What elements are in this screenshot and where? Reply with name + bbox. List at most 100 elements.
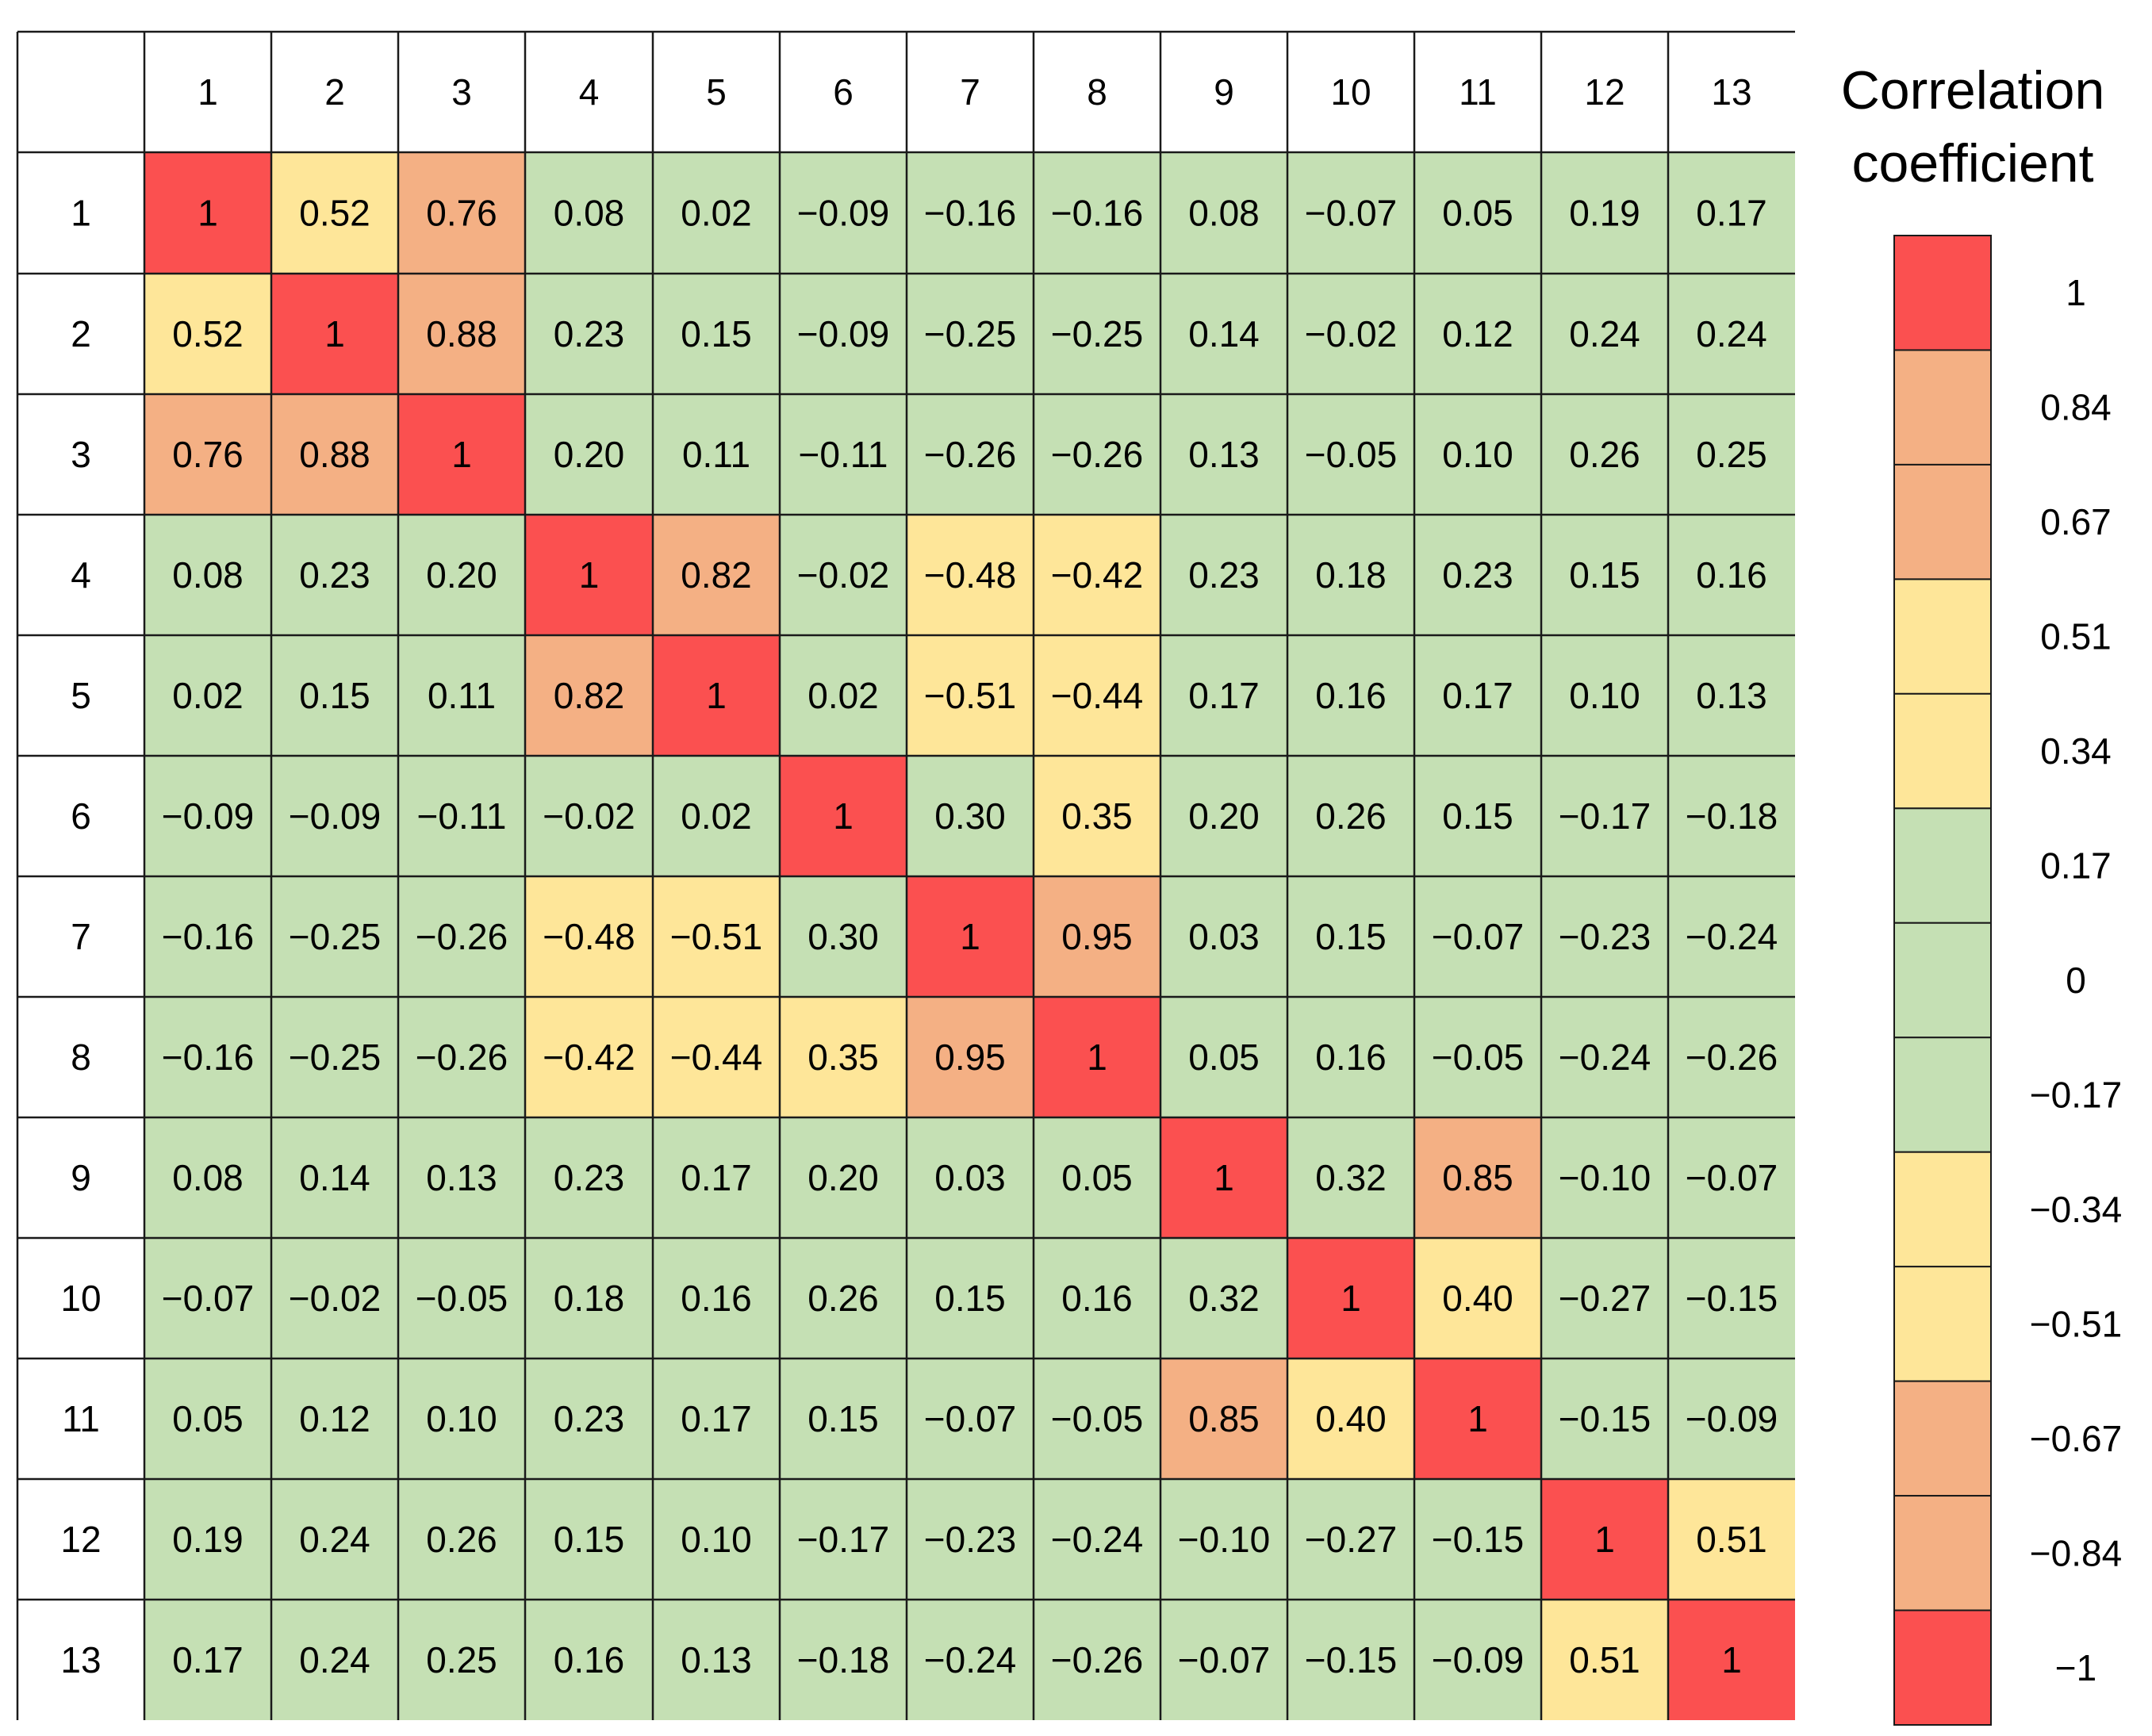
cell-value-label: 0.05 — [172, 1398, 244, 1439]
heatmap-cell — [1287, 515, 1414, 635]
cell-value-label: −0.42 — [1051, 554, 1143, 596]
legend-color-band — [1893, 807, 1992, 924]
cell-value-label: 0.23 — [1442, 554, 1513, 596]
legend-color-band — [1893, 1037, 1992, 1153]
heatmap-cell — [1160, 1600, 1287, 1720]
heatmap-cell — [1160, 394, 1287, 515]
heatmap-cell — [398, 394, 525, 515]
cell-value-label: 0.13 — [426, 1157, 497, 1198]
cell-value-label: −0.02 — [1305, 313, 1397, 354]
cell-value-label: −0.15 — [1305, 1639, 1397, 1680]
heatmap-cell — [1034, 394, 1160, 515]
heatmap-cell — [398, 635, 525, 756]
heatmap-cell — [271, 515, 398, 635]
cell-value-label: 0.19 — [172, 1519, 244, 1560]
cell-value-label: −0.07 — [1305, 193, 1397, 234]
heatmap-cell — [1034, 876, 1160, 997]
cell-value-label: 0.11 — [428, 675, 496, 716]
cell-value-label: 0.13 — [681, 1639, 752, 1680]
heatmap-cell — [144, 756, 271, 876]
heatmap-cell — [653, 997, 780, 1117]
cell-value-label: 0.10 — [681, 1519, 752, 1560]
cell-value-label: 1 — [1467, 1398, 1488, 1439]
cell-value-label: 0.24 — [299, 1639, 370, 1680]
heatmap-cell — [144, 635, 271, 756]
cell-value-label: −0.26 — [1051, 1639, 1143, 1680]
heatmap-cell — [271, 1479, 398, 1600]
heatmap-cell — [1668, 1600, 1795, 1720]
legend-color-band — [1893, 578, 1992, 695]
cell-value-label: 0.82 — [681, 554, 752, 596]
heatmap-cell — [1034, 1238, 1160, 1359]
heatmap-cell — [1668, 997, 1795, 1117]
cell-value-label: −0.07 — [1432, 916, 1524, 957]
heatmap-cell — [1034, 515, 1160, 635]
cell-value-label: −0.07 — [162, 1278, 254, 1319]
cell-value-label: 1 — [1214, 1157, 1234, 1198]
heatmap-cell — [398, 1359, 525, 1479]
heatmap-cell — [1414, 756, 1541, 876]
heatmap-cell — [398, 1479, 525, 1600]
heatmap-cell — [1414, 1238, 1541, 1359]
heatmap-cell — [271, 394, 398, 515]
cell-value-label: 0.08 — [172, 1157, 244, 1198]
heatmap-cell — [144, 394, 271, 515]
cell-value-label: −0.44 — [1051, 675, 1143, 716]
cell-value-label: 0.16 — [1696, 554, 1767, 596]
heatmap-cell — [398, 756, 525, 876]
heatmap-cell — [1160, 274, 1287, 394]
cell-value-label: −0.17 — [797, 1519, 889, 1560]
heatmap-cell — [1160, 1359, 1287, 1479]
legend-tick-label: 0 — [2066, 960, 2086, 1001]
heatmap-cell — [653, 274, 780, 394]
legend-tick-label: 0.84 — [2040, 387, 2112, 428]
heatmap-cell — [907, 756, 1034, 876]
cell-value-label: 1 — [1341, 1278, 1361, 1319]
heatmap-cell — [907, 635, 1034, 756]
heatmap-cell — [144, 152, 271, 274]
cell-value-label: −0.51 — [924, 675, 1016, 716]
legend-color-band — [1893, 463, 1992, 581]
cell-value-label: 0.15 — [299, 675, 370, 716]
legend-tick-label: −0.84 — [2030, 1532, 2122, 1573]
cell-value-label: 0.52 — [172, 313, 244, 354]
heatmap-cell — [1414, 1117, 1541, 1238]
heatmap-cell — [1668, 1479, 1795, 1600]
heatmap-cell — [907, 1479, 1034, 1600]
heatmap-cell — [1668, 1117, 1795, 1238]
heatmap-cell — [1160, 1238, 1287, 1359]
cell-value-label: −0.15 — [1686, 1278, 1778, 1319]
cell-value-label: 0.95 — [1061, 916, 1133, 957]
heatmap-cell — [907, 997, 1034, 1117]
cell-value-label: 0.13 — [1696, 675, 1767, 716]
cell-value-label: −0.26 — [416, 916, 508, 957]
cell-value-label: 0.51 — [1569, 1639, 1640, 1680]
heatmap-cell — [525, 756, 653, 876]
heatmap-cell — [1541, 1359, 1668, 1479]
heatmap-cell — [1034, 1479, 1160, 1600]
heatmap-cell — [1160, 876, 1287, 997]
cell-value-label: −0.44 — [670, 1037, 762, 1078]
cell-value-label: 0.15 — [934, 1278, 1006, 1319]
heatmap-cell — [780, 1117, 907, 1238]
cell-value-label: 0.17 — [681, 1157, 752, 1198]
heatmap-cell — [1287, 394, 1414, 515]
legend-tick-label: −1 — [2055, 1647, 2096, 1688]
heatmap-cell — [1541, 394, 1668, 515]
heatmap-cell — [525, 635, 653, 756]
cell-value-label: 0.40 — [1442, 1278, 1513, 1319]
cell-value-label: −0.05 — [1051, 1398, 1143, 1439]
heatmap-cell — [525, 152, 653, 274]
heatmap-cell — [271, 997, 398, 1117]
cell-value-label: 0.03 — [934, 1157, 1006, 1198]
row-header-label: 11 — [62, 1398, 100, 1439]
cell-value-label: 0.19 — [1569, 193, 1640, 234]
cell-value-label: 1 — [451, 434, 472, 475]
heatmap-cell — [1034, 756, 1160, 876]
cell-value-label: 0.82 — [554, 675, 625, 716]
cell-value-label: −0.23 — [1559, 916, 1651, 957]
legend-tick-label: −0.67 — [2030, 1418, 2122, 1459]
heatmap-cell — [1034, 1117, 1160, 1238]
cell-value-label: −0.17 — [1559, 795, 1651, 837]
